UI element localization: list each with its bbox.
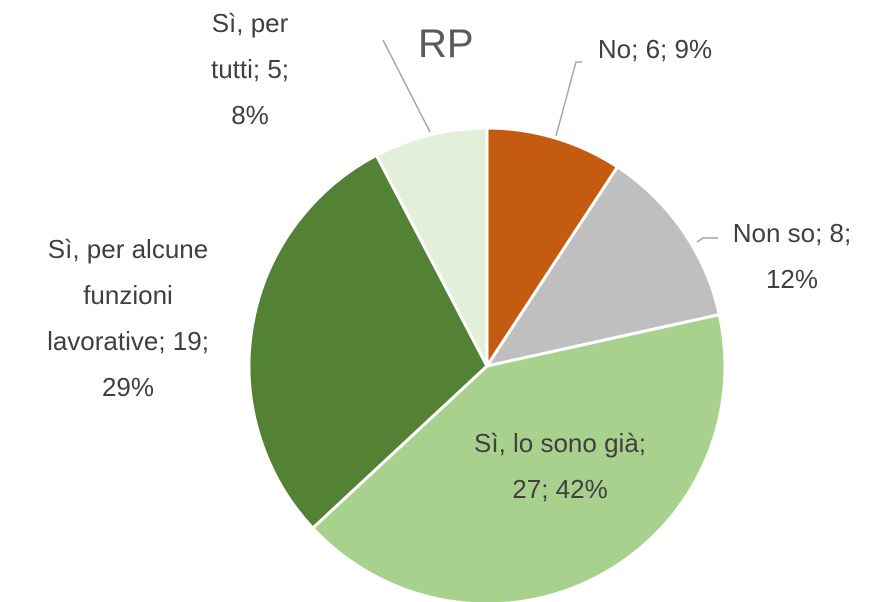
- leader-line: [555, 61, 582, 137]
- pie-slice: [374, 126, 489, 367]
- pie-slice: [310, 312, 727, 602]
- data-label: Non so; 8; 12%: [732, 218, 852, 294]
- leader-line: [696, 237, 718, 243]
- pie-slice: [247, 153, 489, 531]
- chart-title: RP: [418, 22, 474, 66]
- data-label: No; 6; 9%: [597, 34, 713, 64]
- pie-slice: [483, 164, 722, 369]
- data-label: Sì, lo sono già; 27; 42%: [474, 428, 646, 504]
- data-label: Sì, per tutti; 5; 8%: [210, 8, 290, 130]
- leader-line: [382, 39, 431, 133]
- pie-slice: [485, 126, 620, 372]
- data-label: Sì, per alcune funzioni lavorative; 19; …: [47, 234, 209, 402]
